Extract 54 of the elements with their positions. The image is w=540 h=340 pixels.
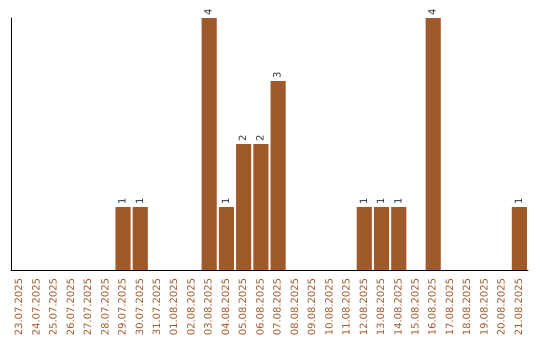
bar — [374, 207, 390, 270]
bar — [356, 207, 372, 270]
data-label: 1 — [393, 198, 404, 204]
bar — [202, 18, 217, 270]
x-tick-label: 29.07.2025 — [118, 278, 129, 336]
x-tick-label: 20.08.2025 — [496, 278, 508, 336]
x-tick-label: 12.08.2025 — [358, 278, 370, 336]
x-tick-label: 18.08.2025 — [462, 278, 474, 336]
x-tick-label: 09.08.2025 — [307, 278, 318, 336]
x-tick-label: 31.07.2025 — [152, 278, 163, 336]
data-label: 1 — [134, 198, 146, 204]
x-tick-label: 11.08.2025 — [342, 278, 353, 336]
x-tick-label: 16.08.2025 — [428, 278, 439, 336]
x-tick-label: 24.07.2025 — [31, 278, 42, 336]
bar — [115, 207, 131, 270]
data-label: 3 — [272, 72, 284, 78]
data-label: 4 — [428, 8, 439, 15]
bar — [512, 207, 527, 270]
x-tick-label: 27.07.2025 — [83, 278, 94, 336]
x-tick-label: 01.08.2025 — [169, 278, 180, 336]
x-tick-label: 21.08.2025 — [514, 278, 525, 336]
x-tick-label: 07.08.2025 — [272, 278, 284, 336]
data-label: 1 — [376, 198, 388, 204]
data-label: 1 — [220, 198, 232, 204]
bar — [426, 18, 441, 270]
bar — [218, 207, 234, 270]
x-tick-label: 06.08.2025 — [255, 278, 266, 336]
x-tick-label: 03.08.2025 — [204, 278, 215, 336]
x-tick-label: 14.08.2025 — [393, 278, 404, 336]
bar — [253, 144, 268, 270]
bar — [132, 207, 148, 270]
bar — [270, 81, 286, 270]
data-label: 1 — [118, 198, 129, 204]
x-tick-label: 10.08.2025 — [324, 278, 336, 336]
x-tick-label: 30.07.2025 — [134, 278, 146, 336]
x-tick-label: 28.07.2025 — [100, 278, 112, 336]
x-tick-label: 25.07.2025 — [48, 278, 60, 336]
x-tick-label: 13.08.2025 — [376, 278, 388, 336]
data-label: 4 — [204, 8, 215, 15]
x-tick-label: 19.08.2025 — [479, 278, 490, 336]
x-tick-label: 04.08.2025 — [220, 278, 232, 336]
data-label: 2 — [238, 134, 250, 141]
x-tick-label: 23.07.2025 — [14, 278, 26, 336]
x-tick-label: 05.08.2025 — [238, 278, 250, 336]
data-label: 2 — [255, 134, 266, 141]
x-tick-label: 02.08.2025 — [186, 278, 198, 336]
x-tick-label: 17.08.2025 — [444, 278, 456, 336]
bar — [236, 144, 252, 270]
bar — [391, 207, 406, 270]
x-tick-label: 15.08.2025 — [410, 278, 422, 336]
x-tick-label: 08.08.2025 — [290, 278, 301, 336]
data-label: 1 — [358, 198, 370, 204]
data-label: 1 — [514, 198, 525, 204]
x-tick-label: 26.07.2025 — [66, 278, 77, 336]
